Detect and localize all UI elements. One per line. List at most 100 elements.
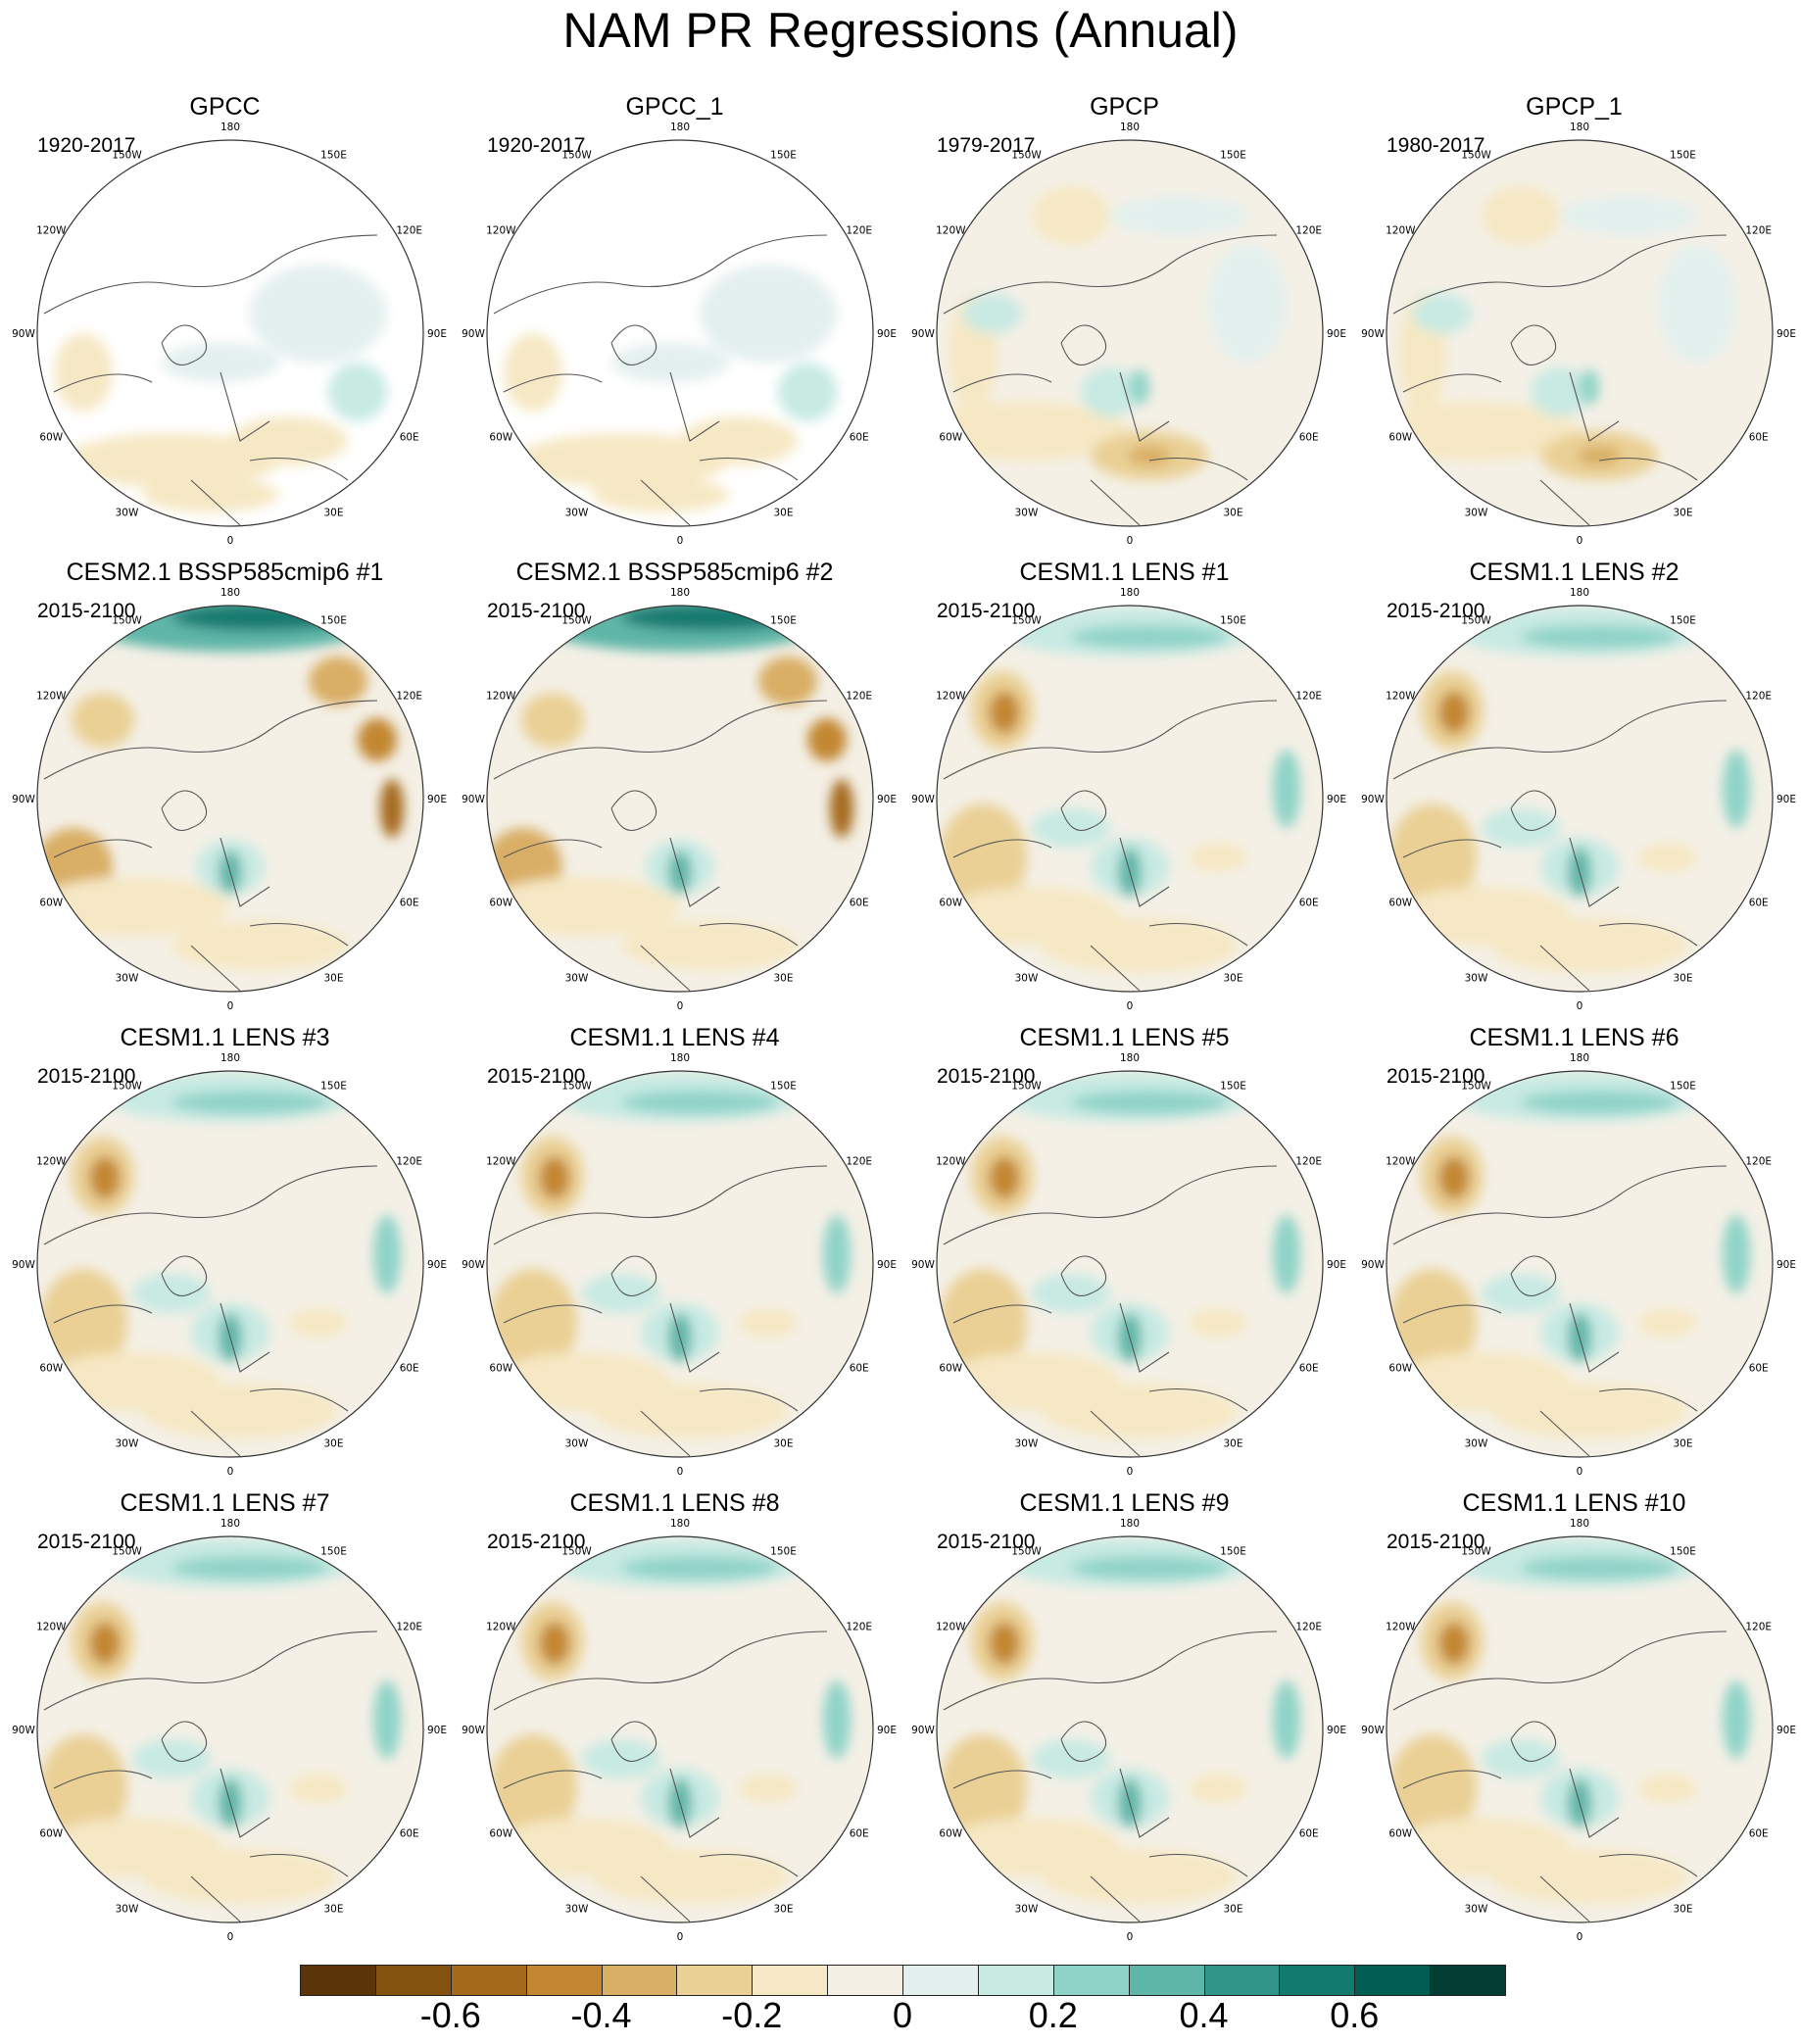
longitude-label: 150E <box>1670 149 1696 161</box>
precip-anomaly-region <box>1482 1739 1560 1778</box>
map-boundary <box>36 1535 424 1923</box>
longitude-label: 30W <box>565 1438 589 1450</box>
longitude-label: 30W <box>565 1904 589 1916</box>
panel-period: 2015-2100 <box>1387 1531 1485 1553</box>
longitude-label: 180 <box>1120 1518 1140 1530</box>
precip-anomaly-region <box>1042 1384 1238 1438</box>
colorbar-tick-label: 0.6 <box>1330 1995 1380 2035</box>
longitude-label: 60W <box>1388 898 1412 909</box>
precip-anomaly-region <box>621 1556 778 1580</box>
longitude-label: 150E <box>770 614 797 626</box>
precip-anomaly-region <box>373 1215 401 1293</box>
longitude-label: 90W <box>12 328 35 340</box>
longitude-label: 90E <box>877 328 897 340</box>
longitude-label: 60E <box>1299 1828 1319 1840</box>
longitude-label: 180 <box>1120 122 1140 133</box>
longitude-label: 150W <box>1011 1080 1042 1092</box>
longitude-label: 150W <box>561 149 592 161</box>
precip-anomaly-region <box>700 265 837 363</box>
longitude-label: 120W <box>1386 1622 1416 1633</box>
precip-anomaly-region <box>1580 369 1599 405</box>
longitude-label: 0 <box>1127 535 1134 547</box>
longitude-label: 150W <box>1011 614 1042 626</box>
precip-anomaly-region <box>37 877 230 936</box>
longitude-label: 30E <box>1224 1438 1243 1450</box>
longitude-label: 0 <box>1127 1931 1134 1943</box>
precip-anomaly-region <box>1638 843 1697 872</box>
longitude-label: 150E <box>1220 1545 1246 1557</box>
longitude-label: 120W <box>1386 691 1416 703</box>
coastline <box>943 700 1278 992</box>
panel-period: 2015-2100 <box>37 600 136 622</box>
longitude-label: 180 <box>220 122 240 133</box>
longitude-label: 180 <box>670 122 690 133</box>
precip-anomaly-region <box>1723 750 1750 828</box>
longitude-label: 150W <box>1011 149 1042 161</box>
precip-anomaly-region <box>1521 1556 1678 1580</box>
coastline <box>1392 1165 1728 1457</box>
colorbar-segment <box>300 1965 376 1996</box>
panel-period: 2015-2100 <box>487 1531 586 1553</box>
panel-period: 2015-2100 <box>37 1531 136 1553</box>
precip-anomaly-region <box>1482 1274 1560 1313</box>
longitude-label: 150W <box>1461 1545 1491 1557</box>
longitude-label: 60E <box>850 898 869 909</box>
longitude-label: 180 <box>670 1518 690 1530</box>
map-boundary <box>36 1070 424 1458</box>
longitude-label: 120E <box>846 1156 872 1168</box>
longitude-label: 60E <box>1749 1363 1769 1375</box>
longitude-label: 180 <box>220 1518 240 1530</box>
colorbar-tick-label: -0.2 <box>721 1995 783 2035</box>
map-panel: GPCC 1920-2017 180 150E 120E 90E 60E 30E 0 30W 60W… <box>0 93 450 559</box>
longitude-label: 60E <box>850 432 869 444</box>
longitude-label: 120W <box>936 1622 966 1633</box>
longitude-label: 30W <box>1015 973 1039 985</box>
panel-title: GPCP <box>1090 93 1159 121</box>
longitude-label: 90E <box>1327 328 1346 340</box>
panel-period: 2015-2100 <box>487 1065 586 1088</box>
precip-anomaly-region <box>72 693 134 748</box>
precip-anomaly-region <box>373 1680 401 1759</box>
longitude-label: 30E <box>774 1904 794 1916</box>
precip-anomaly-region <box>1273 750 1300 828</box>
precip-anomaly-region <box>1128 446 1171 465</box>
longitude-label: 60W <box>489 1363 512 1375</box>
longitude-label: 90E <box>877 794 897 805</box>
longitude-label: 180 <box>1120 1052 1140 1064</box>
precip-anomaly-region <box>823 1215 851 1293</box>
longitude-label: 120W <box>486 225 516 237</box>
precip-anomaly-region <box>89 1622 121 1665</box>
longitude-label: 150E <box>320 614 347 626</box>
longitude-label: 90E <box>877 1259 897 1271</box>
longitude-label: 180 <box>1570 587 1589 599</box>
precip-anomaly-region <box>1438 691 1470 734</box>
longitude-label: 120W <box>36 1622 67 1633</box>
longitude-label: 90E <box>1777 1259 1796 1271</box>
polar-map: 180 150E 120E 90E 60E 30E 0 30W 60W 90W 120W 150W <box>1361 122 1796 547</box>
longitude-label: 0 <box>1577 535 1583 547</box>
precip-anomaly-region <box>939 1734 1027 1842</box>
precip-anomaly-region <box>1071 1556 1228 1580</box>
colorbar-segment <box>977 1965 1054 1996</box>
longitude-label: 60E <box>850 1828 869 1840</box>
longitude-label: 150W <box>561 614 592 626</box>
coastline <box>43 1630 378 1922</box>
precip-anomaly-region <box>171 921 348 970</box>
longitude-label: 90E <box>1777 328 1796 340</box>
polar-map: 180 150E 120E 90E 60E 30E 0 30W 60W 90W 120W 150W <box>462 1052 897 1478</box>
polar-map: 180 150E 120E 90E 60E 30E 0 30W 60W 90W 120W 150W <box>12 587 447 1012</box>
panel-title: CESM1.1 LENS #5 <box>1019 1024 1230 1051</box>
map-boundary <box>936 139 1324 527</box>
longitude-label: 60W <box>939 898 962 909</box>
precip-anomaly-region <box>142 477 279 512</box>
longitude-label: 0 <box>227 1931 234 1943</box>
longitude-label: 30W <box>1465 1904 1488 1916</box>
precip-anomaly-region <box>539 1156 570 1199</box>
panel-title: CESM1.1 LENS #7 <box>120 1489 330 1517</box>
longitude-label: 60W <box>39 898 63 909</box>
panel-period: 1980-2017 <box>1387 134 1485 157</box>
longitude-label: 180 <box>1570 1052 1589 1064</box>
polar-map: 180 150E 120E 90E 60E 30E 0 30W 60W 90W 120W 150W <box>12 1052 447 1478</box>
precip-anomaly-region <box>1032 808 1110 848</box>
polar-map: 180 150E 120E 90E 60E 30E 0 30W 60W 90W 120W 150W <box>1361 1518 1796 1943</box>
